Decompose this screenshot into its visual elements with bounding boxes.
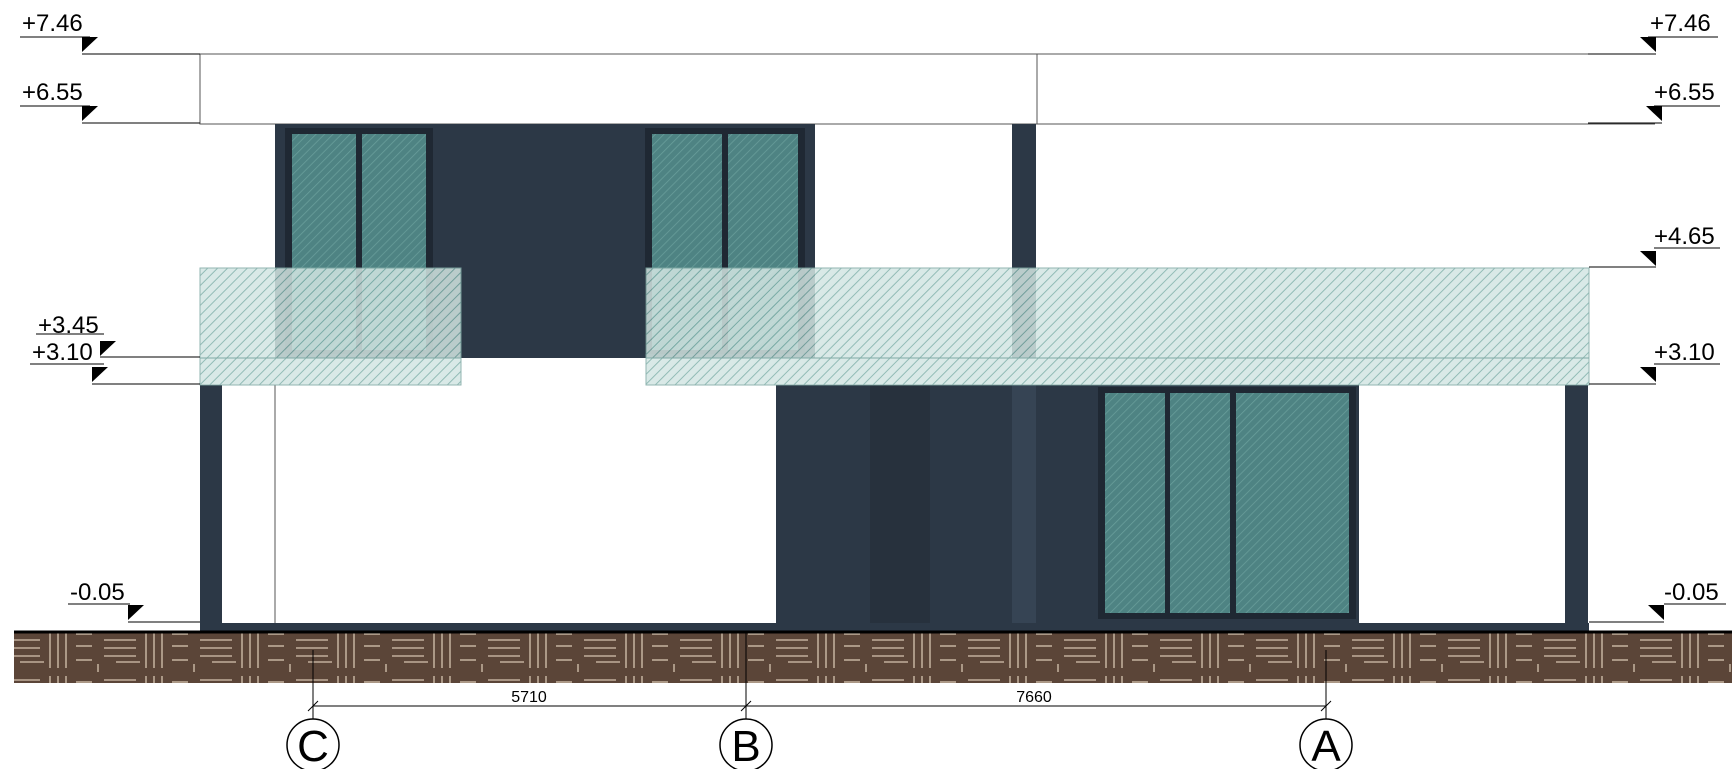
level-mark-left-3: +3.45	[36, 312, 200, 358]
axis-label: A	[1311, 722, 1341, 769]
level-mark-right-1: +7.46	[1588, 10, 1718, 55]
level-mark-left-1: +7.46	[20, 10, 200, 55]
axis-c: C	[286, 716, 340, 769]
level-label: +7.46	[1650, 10, 1711, 37]
dimension-line: 5710 7660	[307, 632, 1332, 716]
level-mark-left-2: +6.55	[20, 79, 200, 124]
level-label: +3.45	[38, 312, 99, 339]
axis-a: A	[1299, 716, 1353, 769]
columns	[200, 385, 1588, 623]
axis-label: B	[731, 722, 760, 769]
axis-markers: C B A	[286, 716, 1353, 769]
axis-label: C	[297, 722, 329, 769]
level-label: +6.55	[1654, 79, 1715, 106]
ground	[14, 630, 1732, 683]
dimension-label: 5710	[511, 689, 547, 706]
level-mark-right-2: +6.55	[1588, 79, 1720, 124]
level-mark-right-4: +3.10	[1589, 339, 1720, 385]
level-marks-left: +7.46 +6.55 +3.45 +3.10 -0.05	[20, 10, 200, 623]
level-label: +3.10	[1654, 339, 1715, 366]
level-mark-left-4: +3.10	[30, 339, 200, 385]
ground-floor-window	[1098, 387, 1356, 619]
balcony-railing	[199, 267, 1590, 386]
level-label: +3.10	[32, 339, 93, 366]
level-marks-right: +7.46 +6.55 +4.65 +3.10 -0.05	[1588, 10, 1726, 623]
level-mark-left-5: -0.05	[68, 579, 200, 623]
axis-b: B	[719, 716, 773, 769]
level-label: -0.05	[1664, 579, 1719, 606]
plinth	[200, 623, 1589, 632]
dimension-label: 7660	[1016, 689, 1052, 706]
level-label: -0.05	[70, 579, 125, 606]
roof-slab	[199, 53, 1655, 125]
level-mark-right-3: +4.65	[1589, 223, 1720, 268]
level-mark-right-5: -0.05	[1589, 579, 1726, 623]
level-label: +6.55	[22, 79, 83, 106]
level-label: +4.65	[1654, 223, 1715, 250]
level-label: +7.46	[22, 10, 83, 37]
